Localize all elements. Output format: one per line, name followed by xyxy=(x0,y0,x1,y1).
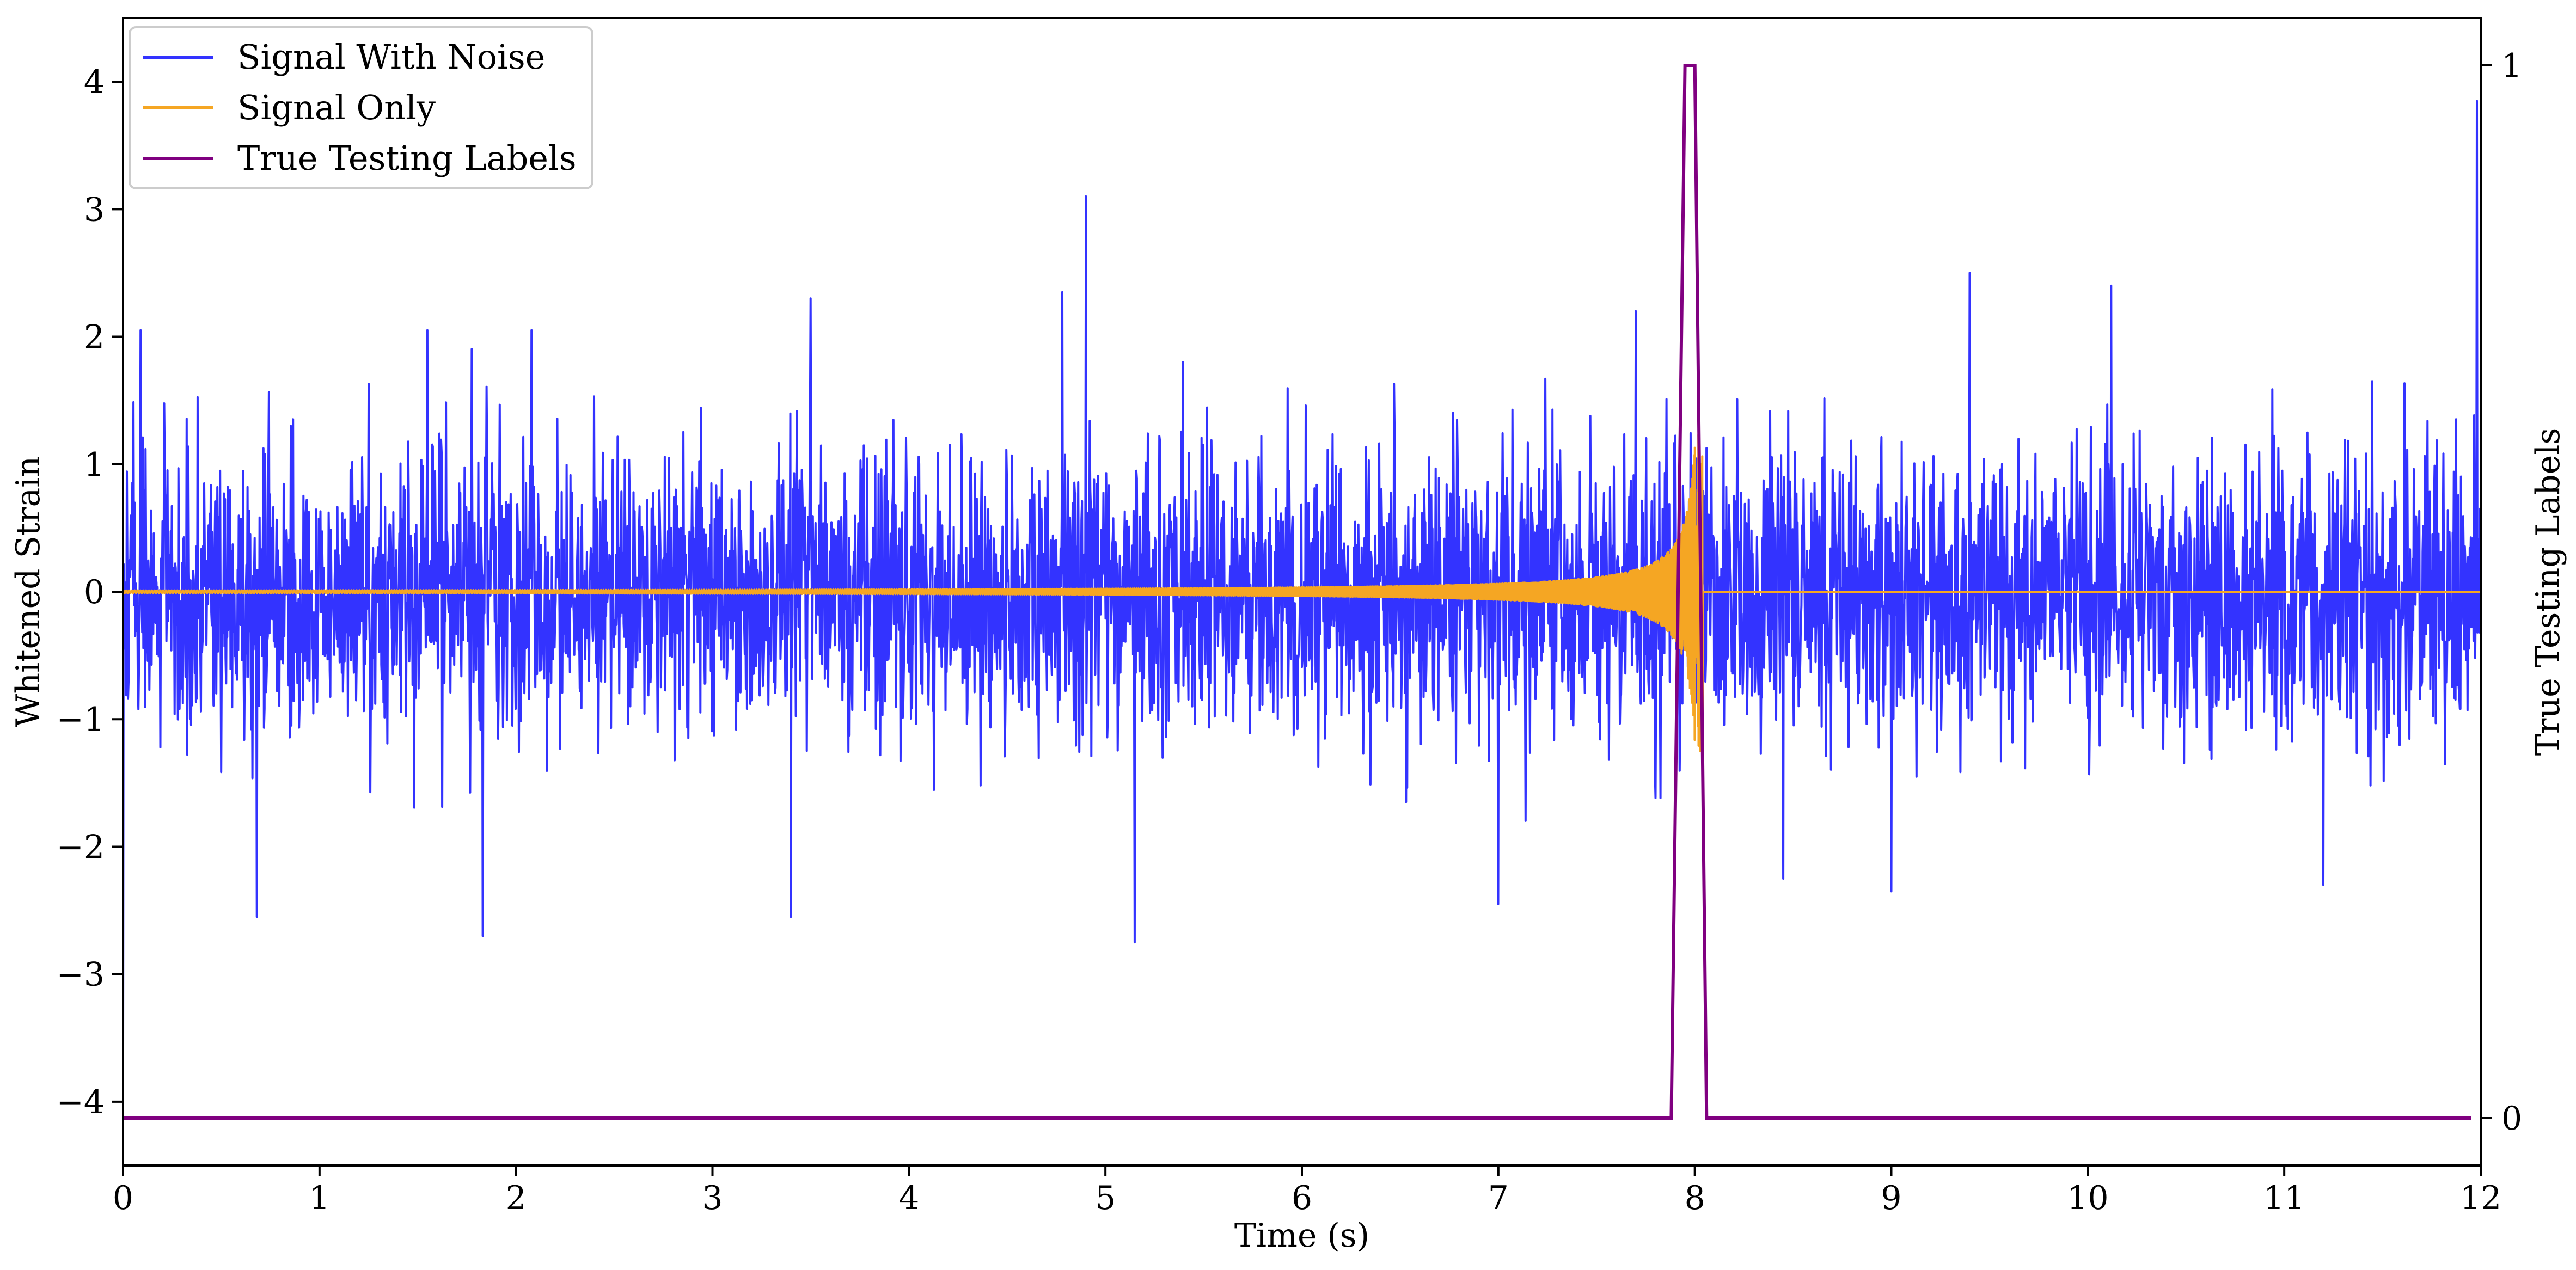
series-signal-with-noise xyxy=(122,100,2482,1051)
y-tick-label: 0 xyxy=(84,573,105,611)
y-axis-right: 01 xyxy=(2481,47,2522,1138)
y-tick-label: 3 xyxy=(84,191,105,229)
y-tick-label: 4 xyxy=(84,63,105,101)
x-tick-label: 0 xyxy=(113,1179,133,1217)
x-tick-label: 3 xyxy=(702,1179,723,1217)
x-tick-label: 4 xyxy=(898,1179,919,1217)
y-tick-label: −1 xyxy=(57,701,105,739)
y2-tick-label: 0 xyxy=(2501,1100,2522,1138)
y-axis-title: Whitened Strain xyxy=(9,456,47,727)
legend-label-signal-only: Signal Only xyxy=(237,88,436,127)
x-axis-title: Time (s) xyxy=(1234,1217,1369,1255)
series-signal-with-noise-line xyxy=(122,100,2482,1051)
x-tick-label: 9 xyxy=(1881,1179,1901,1217)
series-true-testing-labels-line xyxy=(123,64,2471,1120)
x-tick-label: 1 xyxy=(309,1179,330,1217)
x-tick-label: 5 xyxy=(1095,1179,1116,1217)
y-tick-label: 2 xyxy=(84,318,105,357)
y-tick-label: 1 xyxy=(84,446,105,484)
y-tick-label: −3 xyxy=(57,956,105,994)
legend-label-signal-with-noise: Signal With Noise xyxy=(237,37,545,77)
y2-tick-label: 1 xyxy=(2501,47,2522,85)
x-tick-label: 11 xyxy=(2263,1179,2305,1217)
plot-area xyxy=(122,17,2482,1167)
series-signal-only xyxy=(122,434,2481,752)
x-axis: 0 1 2 3 4 5 6 7 8 9 10 11 12 xyxy=(113,1165,2501,1217)
legend-box xyxy=(129,26,593,189)
legend-label-true-testing-labels: True Testing Labels xyxy=(237,138,577,178)
y2-axis-title: True Testing Labels xyxy=(2529,428,2567,756)
y-tick-label: −4 xyxy=(57,1083,105,1121)
x-tick-label: 12 xyxy=(2460,1179,2501,1217)
series-true-testing-labels xyxy=(123,64,2471,1120)
y-tick-label: −2 xyxy=(57,828,105,866)
x-tick-label: 7 xyxy=(1488,1179,1509,1217)
legend: Signal With Noise Signal Only True Testi… xyxy=(129,26,593,189)
y-axis-left: −4 −3 −2 −1 0 1 2 3 4 xyxy=(57,63,123,1121)
x-tick-label: 8 xyxy=(1685,1179,1705,1217)
x-tick-label: 10 xyxy=(2067,1179,2108,1217)
series-signal-only-line xyxy=(122,434,2481,752)
x-tick-label: 6 xyxy=(1292,1179,1312,1217)
x-tick-label: 2 xyxy=(506,1179,527,1217)
